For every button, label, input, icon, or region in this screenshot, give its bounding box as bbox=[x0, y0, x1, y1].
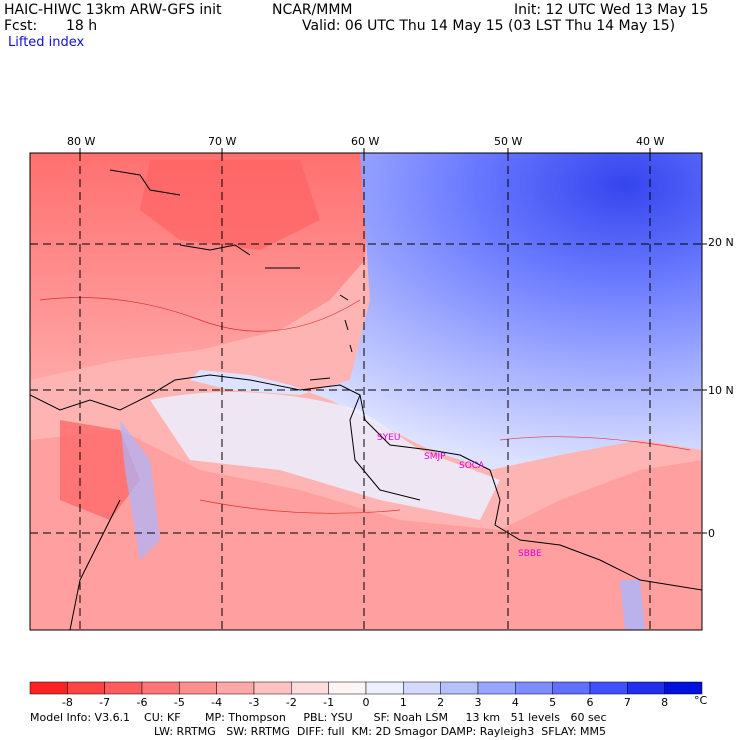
lon-label-40w: 40 W bbox=[636, 135, 665, 148]
map-frame bbox=[29, 152, 703, 631]
colorbar-swatch bbox=[291, 681, 329, 695]
footer-model-info: Model Info: V3.6.1 CU: KF MP: Thompson P… bbox=[30, 711, 607, 724]
colorbar-level-label: -3 bbox=[248, 696, 260, 709]
colorbar bbox=[29, 681, 703, 695]
colorbar-level-label: 1 bbox=[399, 696, 407, 709]
colorbar-level-label: -8 bbox=[61, 696, 73, 709]
lat-label-20n: 20 N bbox=[708, 236, 734, 249]
model-title: HAIC-HIWC 13km ARW-GFS init bbox=[4, 2, 222, 18]
station-smjp: SMJP bbox=[424, 452, 446, 462]
forecast-label: Fcst: bbox=[4, 18, 38, 34]
colorbar-swatch bbox=[29, 681, 68, 695]
station-sbbe: SBBE bbox=[518, 549, 542, 559]
colorbar-level-label: 7 bbox=[623, 696, 631, 709]
colorbar-swatch bbox=[179, 681, 217, 695]
colorbar-swatch bbox=[627, 681, 665, 695]
colorbar-swatch bbox=[477, 681, 516, 695]
colorbar-swatch bbox=[440, 681, 479, 695]
red-core-caribbean bbox=[140, 160, 320, 250]
colorbar-level-label: 5 bbox=[549, 696, 557, 709]
station-labels: SYEU SMJP SOCA SBBE bbox=[377, 433, 542, 559]
colorbar-level-label: 6 bbox=[586, 696, 594, 709]
colorbar-swatch bbox=[253, 681, 292, 695]
lon-label-80w: 80 W bbox=[67, 135, 96, 148]
colorbar-unit: °C bbox=[694, 694, 708, 707]
colorbar-swatch bbox=[552, 681, 591, 695]
blue-region-atlantic bbox=[190, 153, 702, 470]
colorbar-level-label: -1 bbox=[323, 696, 335, 709]
contours bbox=[39, 297, 691, 514]
colorbar-level-label: 3 bbox=[474, 696, 482, 709]
valid-time: Valid: 06 UTC Thu 14 May 15 (03 LST Thu … bbox=[302, 18, 676, 34]
colorbar-swatch bbox=[403, 681, 441, 695]
colorbar-swatch bbox=[515, 681, 553, 695]
colorbar-level-label: 4 bbox=[511, 696, 519, 709]
org-label: NCAR/MMM bbox=[272, 2, 353, 18]
forecast-hour: 18 h bbox=[66, 18, 98, 34]
colorbar-swatch bbox=[104, 681, 143, 695]
colorbar-swatch bbox=[141, 681, 180, 695]
lon-label-60w: 60 W bbox=[351, 135, 380, 148]
lat-label-0: 0 bbox=[708, 527, 715, 540]
blue-streak-southeast bbox=[620, 580, 645, 630]
colorbar-level-label: -2 bbox=[285, 696, 297, 709]
graticule bbox=[30, 153, 702, 630]
init-time: Init: 12 UTC Wed 13 May 15 bbox=[514, 2, 709, 18]
colorbar-level-label: 2 bbox=[437, 696, 445, 709]
station-soca: SOCA bbox=[459, 461, 485, 471]
field-title: Lifted index bbox=[8, 35, 85, 50]
colorbar-swatch bbox=[67, 681, 105, 695]
lat-label-10n: 10 N bbox=[708, 384, 734, 397]
colorbar-level-label: -5 bbox=[173, 696, 185, 709]
frame-ticks bbox=[79, 148, 707, 534]
colorbar-level-label: -6 bbox=[136, 696, 148, 709]
colorbar-swatch bbox=[589, 681, 628, 695]
station-syeu: SYEU bbox=[377, 433, 400, 443]
blue-streak-andes bbox=[120, 420, 160, 560]
colorbar-level-label: -4 bbox=[211, 696, 223, 709]
colorbar-swatch bbox=[328, 681, 367, 695]
neutral-band bbox=[150, 392, 500, 520]
colorbar-level-label: -7 bbox=[99, 696, 111, 709]
colorbar-level-label: 8 bbox=[661, 696, 669, 709]
colorbar-swatch bbox=[664, 681, 703, 695]
footer-physics-info: LW: RRTMG SW: RRTMG DIFF: full KM: 2D Sm… bbox=[154, 725, 607, 738]
red-region-south bbox=[30, 430, 702, 630]
colorbar-swatch bbox=[216, 681, 255, 695]
lon-label-50w: 50 W bbox=[494, 135, 523, 148]
colorbar-swatch bbox=[365, 681, 404, 695]
colorbar-level-label: 0 bbox=[362, 696, 370, 709]
lon-label-70w: 70 W bbox=[208, 135, 237, 148]
